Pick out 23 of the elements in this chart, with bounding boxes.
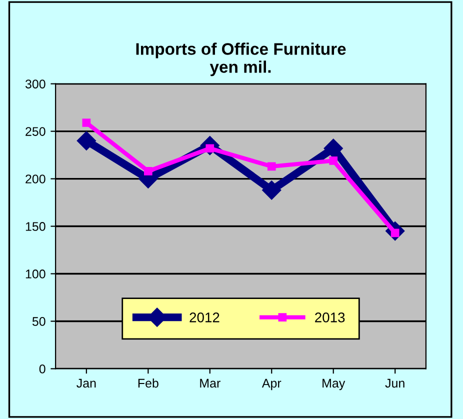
y-tick-label: 0 — [39, 364, 46, 374]
y-tick-label: 50 — [32, 317, 46, 326]
legend-label: 2013 — [315, 312, 345, 322]
y-tick-label: 150 — [26, 222, 46, 231]
y-tick-label: 200 — [26, 174, 46, 184]
y-tick-label: 250 — [26, 127, 46, 136]
x-tick-label: Mar — [200, 378, 220, 388]
point — [329, 156, 338, 165]
chart-title: Imports of Office Furniture yen mil. — [136, 42, 346, 76]
x-tick-label: Jun — [385, 378, 404, 388]
point — [267, 162, 276, 171]
y-tick-label: 300 — [25, 80, 46, 88]
legend-label: 2012 — [190, 312, 220, 322]
x-tick-label: Jan — [76, 378, 96, 388]
point — [82, 118, 91, 127]
point — [262, 180, 282, 200]
x-tick-label: Apr — [262, 378, 282, 390]
x-tick-label: Feb — [138, 378, 158, 388]
point — [76, 131, 96, 150]
x-tick-label: May — [322, 378, 346, 390]
y-tick-label: 100 — [26, 270, 46, 278]
point — [324, 138, 343, 158]
point — [144, 167, 152, 176]
